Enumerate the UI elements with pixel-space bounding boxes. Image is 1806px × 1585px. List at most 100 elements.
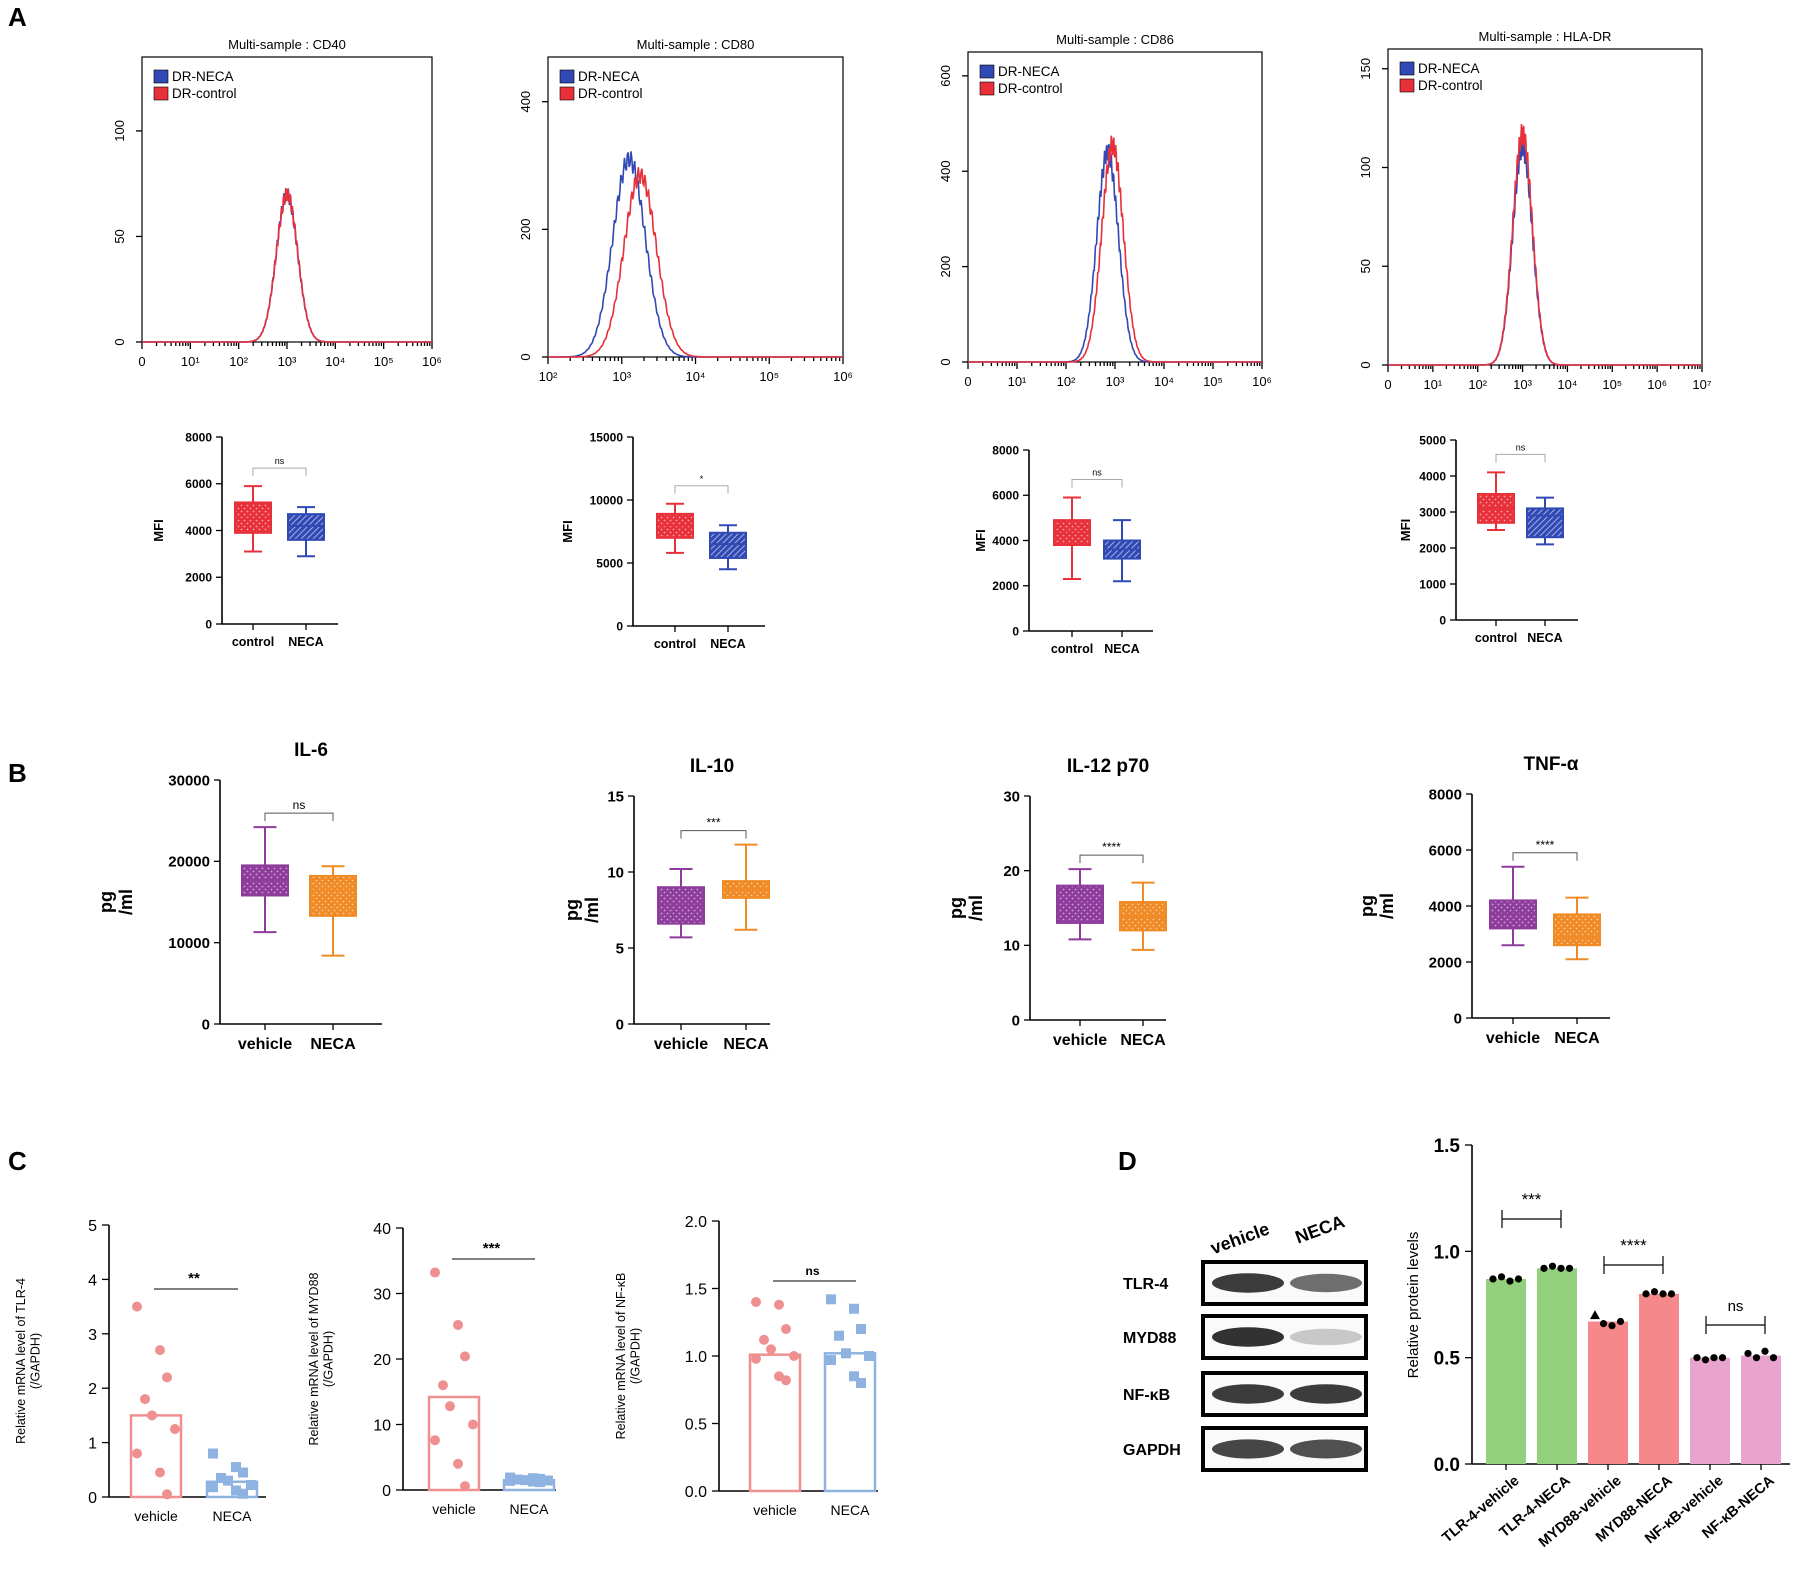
x-tick-label: 10⁶ — [1647, 377, 1667, 392]
x-tick-label: 10⁵ — [1602, 377, 1622, 392]
y-tick-label: 1.0 — [685, 1349, 707, 1366]
data-point — [1744, 1349, 1752, 1358]
blot-lane-label: vehicle — [1208, 1219, 1272, 1259]
data-point — [208, 1482, 218, 1493]
x-category-label: control — [654, 637, 696, 651]
y-tick-label: 50 — [112, 229, 127, 243]
x-tick-label: 10³ — [1513, 377, 1532, 392]
x-category-label: vehicle — [1486, 1030, 1540, 1047]
y-axis-label: MFI — [151, 519, 166, 541]
data-point — [162, 1372, 172, 1383]
data-point — [826, 1355, 836, 1366]
comparison-bracket — [1705, 1316, 1766, 1334]
y-tick-label: 20000 — [168, 854, 210, 871]
data-point — [849, 1303, 859, 1314]
x-tick-label: 10¹ — [181, 354, 200, 369]
data-point — [216, 1472, 226, 1483]
legend-swatch — [979, 81, 995, 96]
y-tick-label: 2 — [88, 1381, 97, 1398]
x-tick-label: 10² — [1057, 374, 1076, 389]
x-tick-label: 10⁵ — [1203, 374, 1223, 389]
histogram-title: Multi-sample : CD80 — [637, 37, 755, 52]
y-tick-label: 200 — [938, 256, 953, 278]
x-category-label: vehicle — [432, 1501, 476, 1517]
y-tick-label: 0 — [1454, 1010, 1462, 1027]
data-point — [1752, 1354, 1761, 1362]
blot-band — [1290, 1384, 1362, 1404]
histogram-curve-dr-control — [968, 135, 1262, 363]
legend-label: DR-control — [172, 86, 237, 101]
box-iqr — [234, 501, 272, 534]
y-tick-label: 10 — [1003, 938, 1020, 955]
x-tick-label: 0 — [964, 374, 971, 389]
data-point — [759, 1334, 769, 1345]
data-point — [1769, 1354, 1778, 1362]
significance-label: * — [700, 474, 704, 484]
blot-lane-label: NECA — [1293, 1211, 1348, 1247]
histogram-curve-dr-neca — [968, 143, 1262, 363]
data-point — [1489, 1275, 1497, 1283]
data-point — [1590, 1310, 1600, 1320]
x-category-label: NECA — [288, 635, 323, 649]
data-point — [238, 1488, 248, 1499]
y-tick-label: 0.5 — [685, 1417, 707, 1434]
data-point — [505, 1475, 515, 1486]
y-axis-label: MFI — [973, 529, 988, 551]
blot-band — [1212, 1327, 1284, 1347]
y-tick-label: 6000 — [185, 477, 212, 491]
y-tick-label: 8000 — [992, 443, 1019, 457]
data-point — [774, 1299, 784, 1310]
box-iqr — [309, 874, 357, 917]
x-tick-label: 0 — [1384, 377, 1391, 392]
significance-label: ns — [1092, 468, 1102, 478]
y-tick-label: 600 — [938, 65, 953, 87]
y-tick-label: 4000 — [1419, 469, 1446, 483]
charts-layer: Multi-sample : CD40 0 10¹ 10² 10³ 10⁴ 10⁵ 10⁶ 0 5… — [14, 29, 1790, 1551]
y-tick-label: 0 — [202, 1016, 210, 1033]
data-point — [543, 1475, 553, 1486]
blot-row-label: GAPDH — [1123, 1442, 1181, 1459]
y-tick-label: 0.5 — [1434, 1349, 1461, 1370]
y-tick-label: 20 — [1003, 863, 1020, 880]
chart-title: IL-10 — [690, 756, 734, 777]
x-tick-label: 10⁴ — [1154, 374, 1174, 389]
x-tick-label: 10² — [1468, 377, 1487, 392]
legend-swatch — [559, 69, 575, 84]
x-category-label: control — [1051, 642, 1093, 656]
data-point — [1514, 1275, 1523, 1283]
x-category-label: control — [1475, 631, 1517, 645]
histogram-frame — [1387, 48, 1703, 366]
significance-label: ns — [1516, 442, 1526, 452]
data-point — [430, 1435, 440, 1446]
y-tick-label: 150 — [1358, 58, 1373, 80]
significance-bracket — [264, 812, 334, 822]
data-point — [1599, 1320, 1608, 1328]
y-tick-label: 0 — [112, 338, 127, 345]
histogram-curve-dr-neca — [142, 188, 432, 343]
y-axis-label: /ml — [966, 895, 986, 921]
data-point — [231, 1485, 241, 1496]
histogram-curve-dr-control — [548, 167, 843, 358]
y-tick-label: 6000 — [992, 489, 1019, 503]
histogram-curve-dr-control — [142, 187, 432, 343]
data-point — [246, 1480, 256, 1491]
data-point — [528, 1476, 538, 1487]
x-tick-label: 10⁶ — [422, 354, 442, 369]
blot-band — [1290, 1273, 1362, 1293]
chart-title: IL-6 — [294, 740, 328, 761]
data-point — [1761, 1347, 1769, 1355]
x-tick-label: 10² — [229, 354, 248, 369]
y-axis-label: Relative protein levels — [1405, 1232, 1422, 1379]
data-point — [535, 1477, 545, 1488]
data-point — [468, 1419, 478, 1430]
data-point — [155, 1345, 165, 1356]
significance-label: ns — [293, 798, 306, 812]
bar — [1690, 1357, 1730, 1464]
data-point — [864, 1351, 874, 1361]
y-tick-label: 0 — [518, 353, 533, 360]
data-point — [162, 1489, 172, 1500]
y-tick-label: 0 — [382, 1483, 391, 1500]
x-tick-label: 10⁴ — [685, 369, 705, 384]
y-tick-label: 3000 — [1419, 505, 1446, 519]
